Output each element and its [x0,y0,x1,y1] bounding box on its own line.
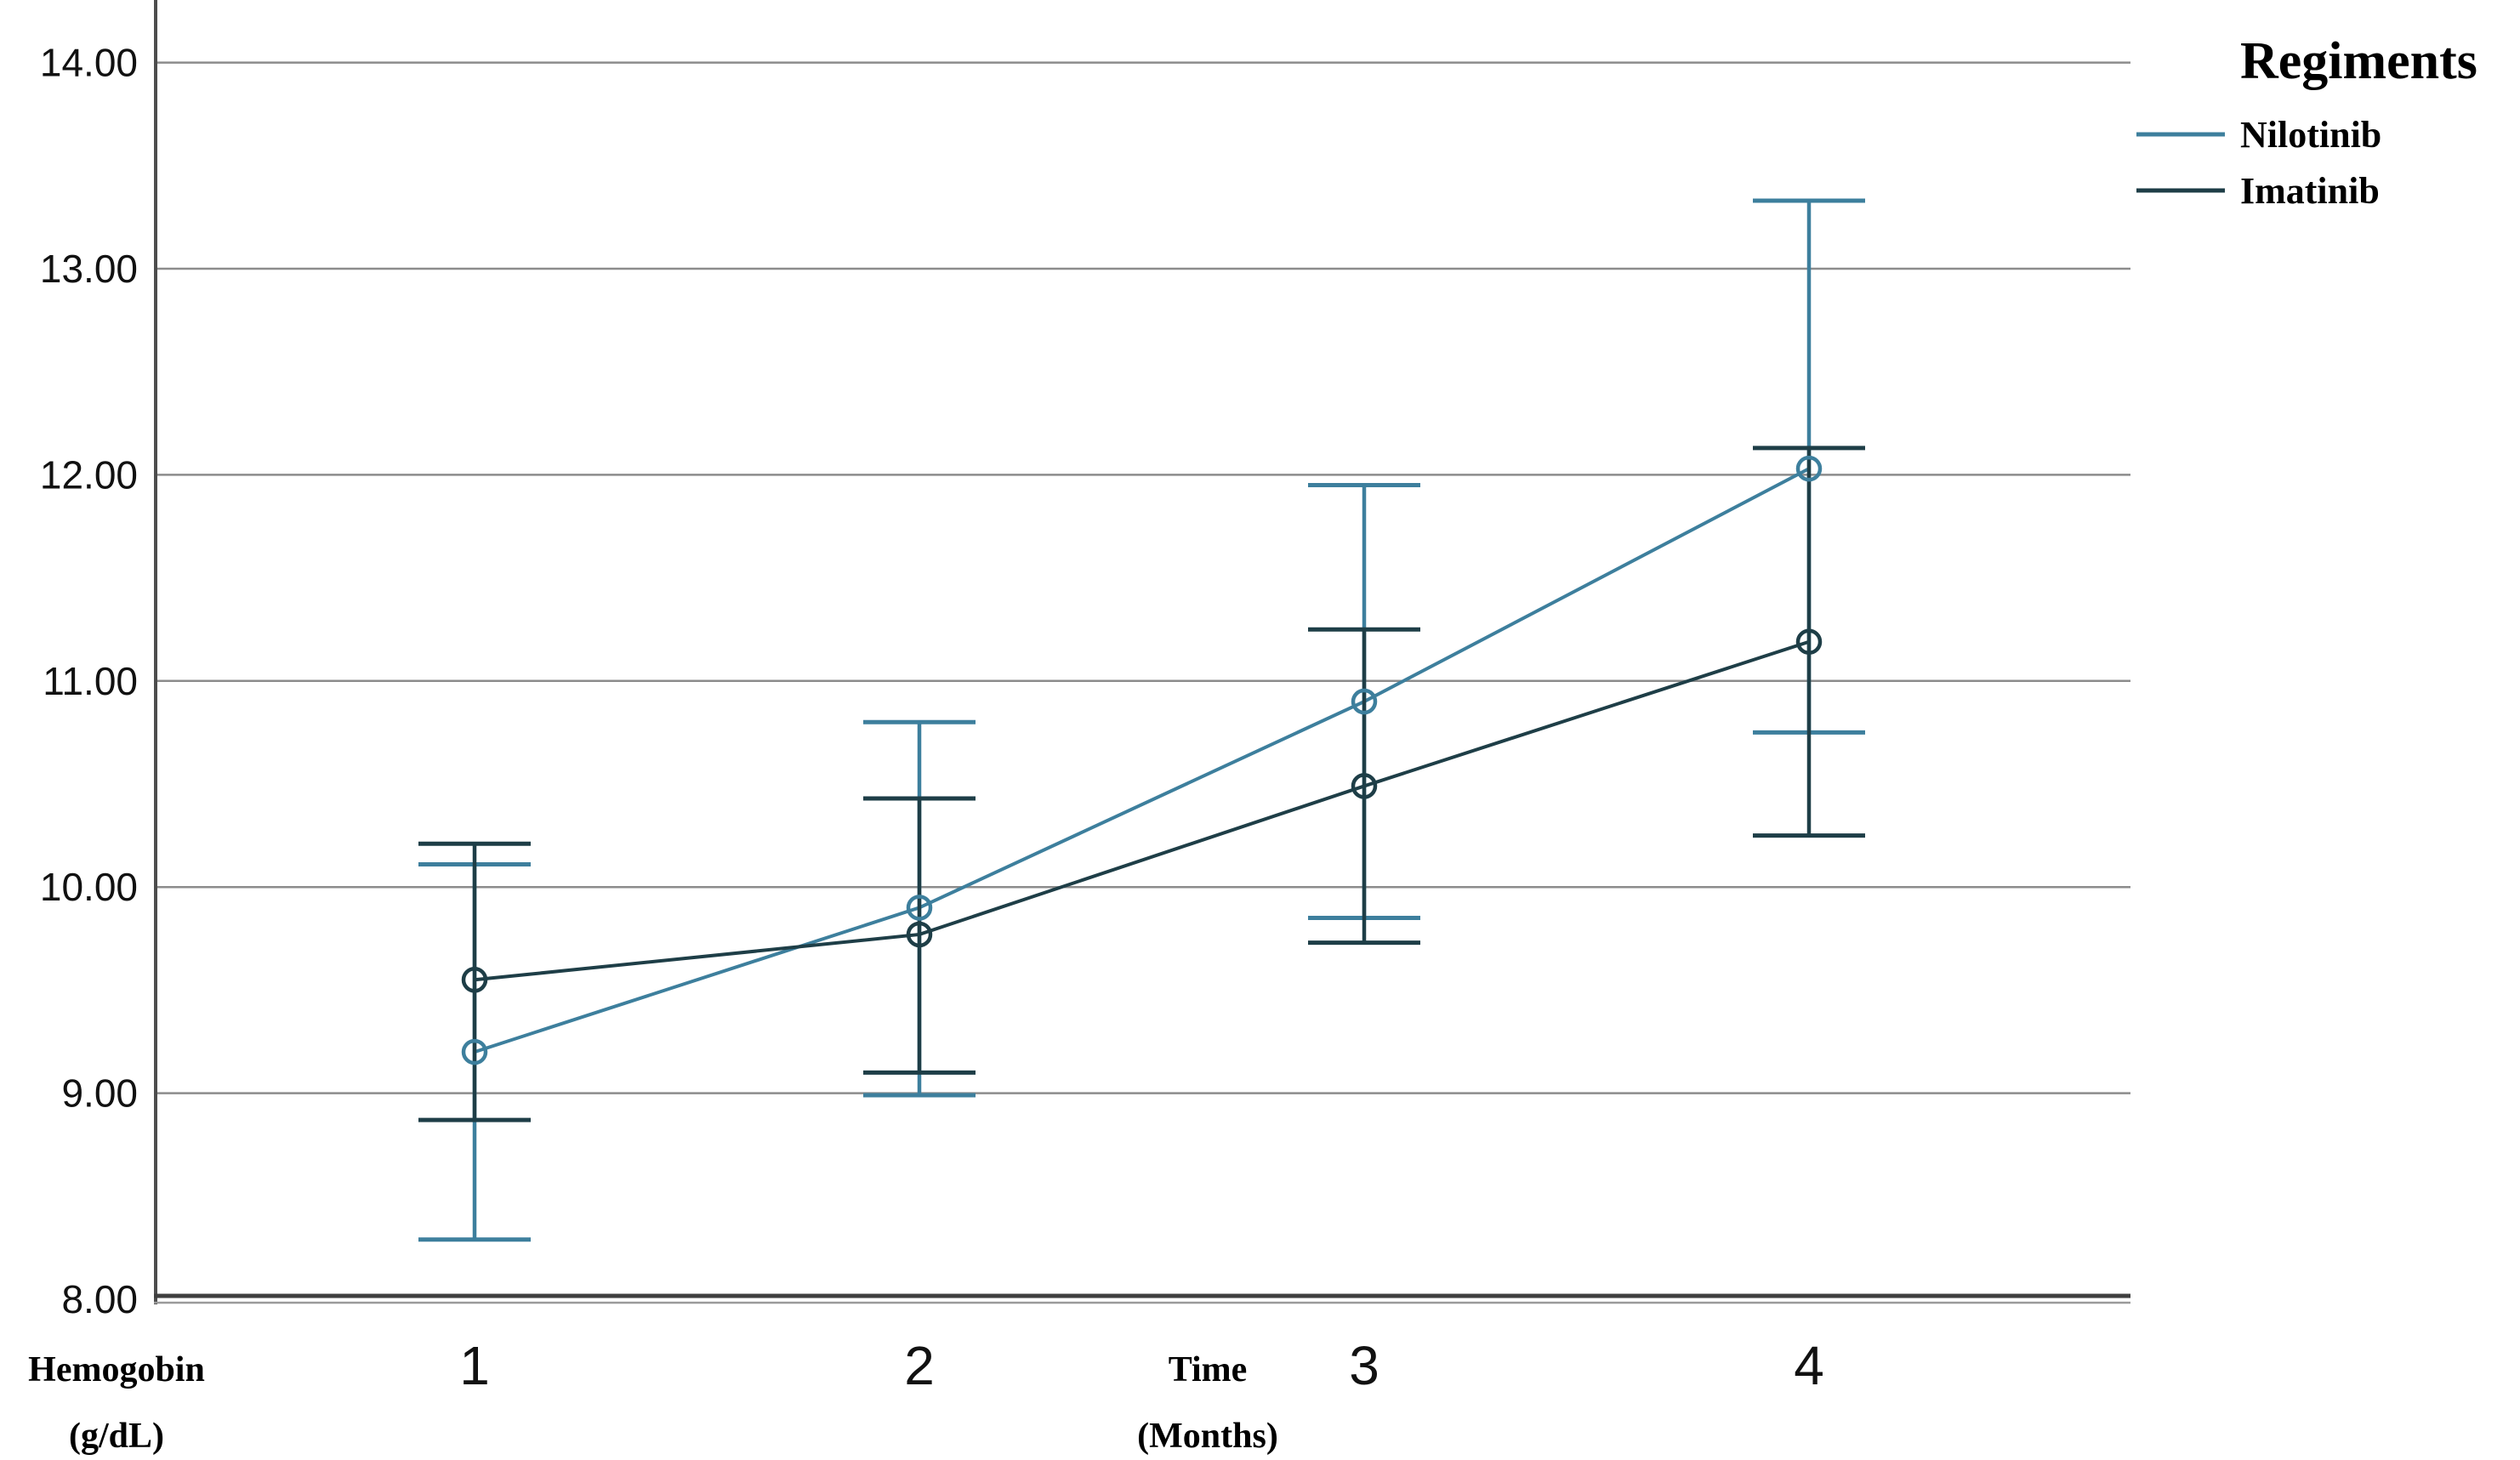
y-tick-label: 13.00 [40,247,138,291]
y-tick-label: 8.00 [61,1277,138,1321]
data-point-marker-nilotinib [1795,455,1823,482]
y-tick-label: 12.00 [40,452,138,497]
x-tick-label: 4 [1794,1335,1824,1396]
x-axis-title-line2: (Months) [1137,1417,1278,1456]
x-axis-title-line1: Time [1169,1350,1248,1389]
series-line-imatinib [474,639,1810,982]
legend-item-label: Nilotinib [2240,114,2381,156]
series-line-nilotinib [474,467,1810,1054]
y-tick-label: 10.00 [40,865,138,909]
data-point-marker-imatinib [1795,628,1823,655]
data-point-marker-nilotinib [461,1038,488,1065]
data-point-marker-imatinib [906,921,933,948]
legend-title: Regiments [2240,32,2477,90]
y-axis-title-line2: (g/dL) [69,1417,164,1456]
x-tick-label: 2 [904,1335,935,1396]
x-tick-label: 3 [1349,1335,1379,1396]
y-tick-label: 11.00 [43,659,138,703]
y-axis-title-line1: Hemogobin [28,1350,205,1389]
y-tick-label: 14.00 [40,41,138,85]
data-point-marker-imatinib [461,967,488,993]
data-point-marker-nilotinib [1351,688,1378,715]
y-tick-label: 9.00 [61,1071,138,1116]
data-point-marker-nilotinib [906,895,933,921]
x-tick-label: 1 [459,1335,490,1396]
data-point-marker-imatinib [1351,773,1378,799]
legend-item-label: Imatinib [2240,170,2380,212]
